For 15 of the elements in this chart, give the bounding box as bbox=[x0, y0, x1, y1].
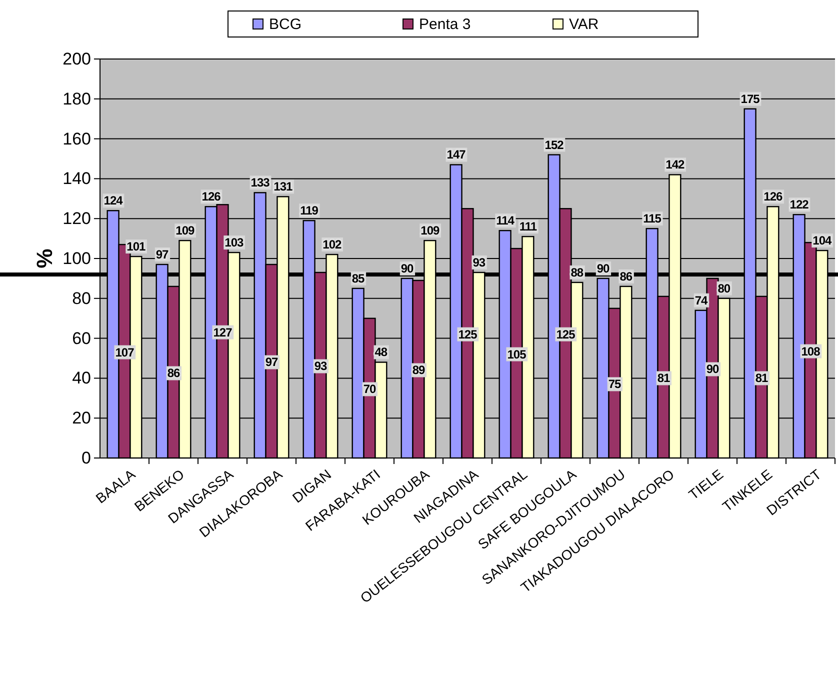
y-tick-label: 140 bbox=[62, 169, 91, 188]
legend-label: BCG bbox=[269, 16, 302, 33]
y-tick-label: 80 bbox=[72, 288, 91, 308]
y-tick-label: 20 bbox=[72, 408, 91, 428]
y-tick-label: 60 bbox=[72, 328, 91, 348]
legend-label: Penta 3 bbox=[419, 16, 471, 33]
y-tick-label: 100 bbox=[62, 248, 91, 268]
legend-label: VAR bbox=[569, 16, 599, 33]
y-tick-label: 0 bbox=[82, 448, 91, 468]
y-tick-label: 200 bbox=[62, 49, 91, 68]
y-tick-label: 160 bbox=[62, 129, 91, 148]
y-tick-label: 120 bbox=[62, 209, 91, 228]
y-axis-title: % bbox=[32, 248, 57, 268]
y-tick-label: 40 bbox=[72, 368, 91, 388]
y-tick-label: 180 bbox=[62, 89, 91, 108]
